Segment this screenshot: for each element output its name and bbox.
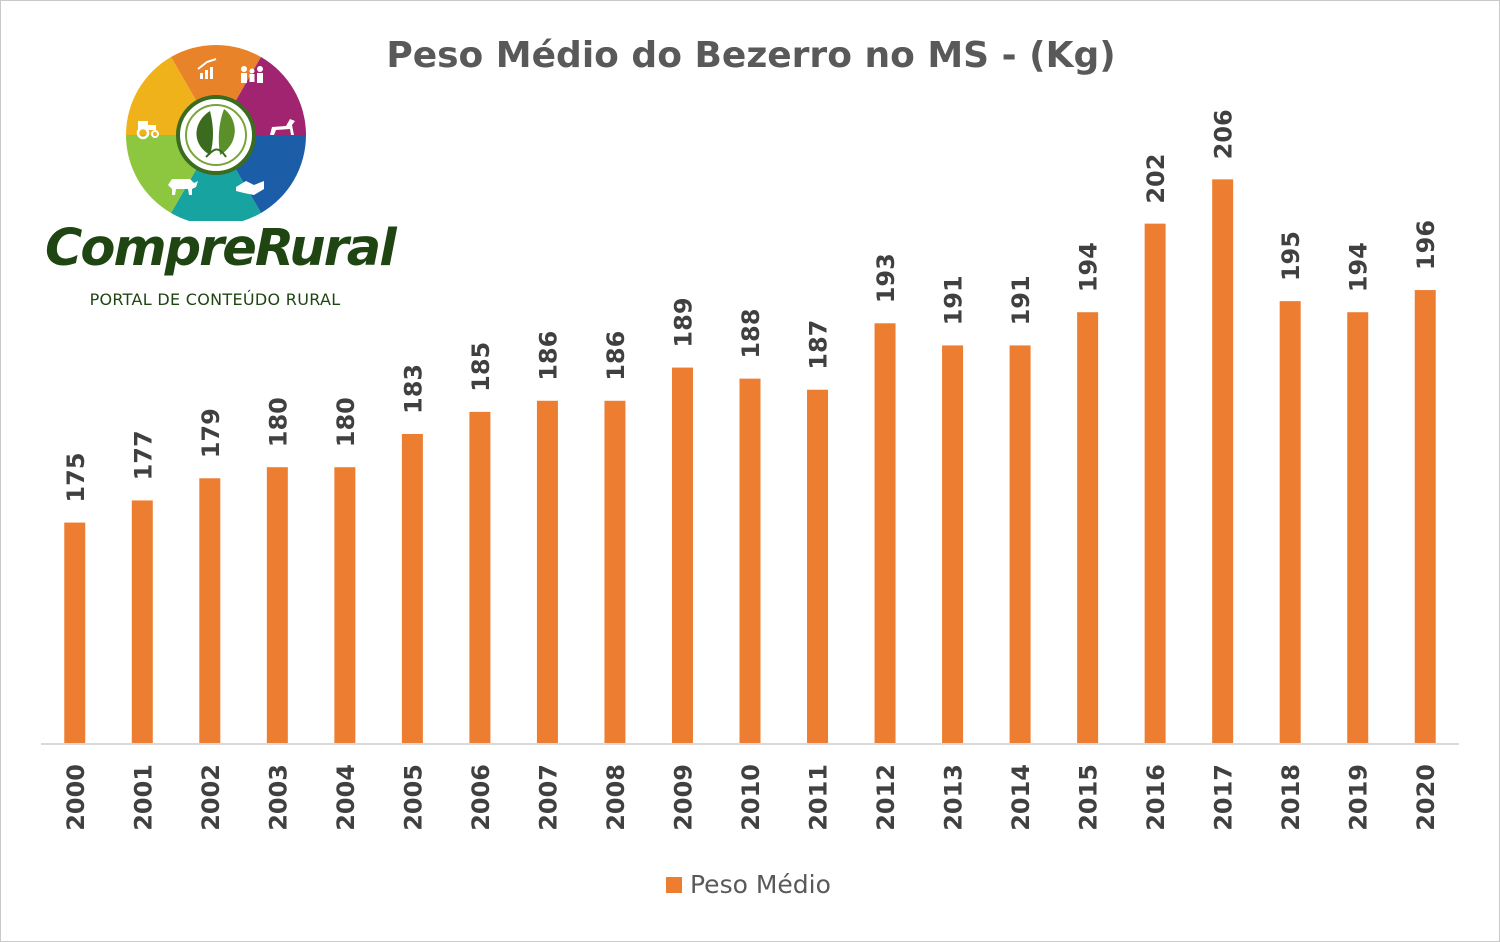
data-label-2014: 191 — [1007, 275, 1035, 325]
x-tick-label-2001: 2001 — [129, 764, 157, 831]
data-label-2016: 202 — [1142, 154, 1170, 204]
bar-2012 — [874, 323, 896, 744]
data-label-2011: 187 — [805, 320, 833, 370]
data-label-2008: 186 — [602, 331, 630, 381]
bar-2019 — [1347, 312, 1369, 744]
x-tick-label-2019: 2019 — [1345, 764, 1373, 831]
leaf-icon — [196, 109, 235, 158]
bar-2001 — [131, 500, 153, 744]
x-tick-label-2006: 2006 — [467, 764, 495, 831]
logo-wheel — [125, 44, 307, 226]
tractor-icon — [136, 121, 159, 140]
logo — [41, 41, 401, 321]
x-tick-label-2010: 2010 — [737, 764, 765, 831]
logo-segment-teal — [171, 135, 261, 226]
data-label-2000: 175 — [62, 452, 90, 502]
data-label-2017: 206 — [1210, 109, 1238, 159]
family-icon — [241, 66, 263, 83]
x-tick-label-2009: 2009 — [669, 764, 697, 831]
x-tick-label-2018: 2018 — [1277, 764, 1305, 831]
x-tick-label-2002: 2002 — [197, 764, 225, 831]
growth-chart-icon — [197, 58, 217, 79]
x-tick-label-2017: 2017 — [1210, 764, 1238, 831]
data-label-2002: 179 — [197, 408, 225, 458]
x-tick-label-2004: 2004 — [332, 764, 360, 831]
bar-2005 — [401, 434, 423, 744]
bar-2000 — [64, 522, 86, 744]
bar-2014 — [1009, 345, 1031, 744]
x-tick-label-2000: 2000 — [62, 764, 90, 831]
legend-swatch — [666, 876, 682, 893]
data-label-2012: 193 — [872, 253, 900, 303]
data-label-2001: 177 — [129, 430, 157, 480]
bar-2002 — [199, 478, 221, 744]
data-label-2007: 186 — [534, 331, 562, 381]
data-label-2019: 194 — [1345, 242, 1373, 292]
x-tick-label-2007: 2007 — [534, 764, 562, 831]
x-tick-label-2012: 2012 — [872, 764, 900, 831]
data-label-2005: 183 — [399, 364, 427, 414]
bar-2004 — [334, 467, 356, 744]
data-label-2010: 188 — [737, 309, 765, 359]
x-tick-label-2008: 2008 — [602, 764, 630, 831]
x-tick-label-2020: 2020 — [1412, 764, 1440, 831]
x-tick-label-2016: 2016 — [1142, 764, 1170, 831]
brand-name: CompreRural — [45, 219, 397, 278]
data-label-2004: 180 — [332, 397, 360, 447]
bar-2011 — [807, 389, 829, 744]
bar-2009 — [671, 367, 693, 744]
bar-2008 — [604, 400, 626, 744]
x-tick-label-2011: 2011 — [805, 764, 833, 831]
legend: Peso Médio — [666, 870, 831, 899]
data-label-2006: 185 — [467, 342, 495, 392]
brand-tagline: PORTAL DE CONTEÚDO RURAL — [89, 290, 341, 309]
x-tick-label-2003: 2003 — [264, 764, 292, 831]
data-label-2018: 195 — [1277, 231, 1305, 281]
chart-title: Peso Médio do Bezerro no MS - (Kg) — [386, 35, 1116, 76]
bar-2013 — [942, 345, 964, 744]
bar-2006 — [469, 411, 491, 744]
legend-label: Peso Médio — [690, 870, 831, 899]
data-label-2013: 191 — [940, 275, 968, 325]
data-label-2003: 180 — [264, 397, 292, 447]
logo-segment-orange — [171, 44, 261, 135]
x-tick-label-2015: 2015 — [1075, 764, 1103, 831]
bar-2017 — [1212, 179, 1234, 744]
bar-2015 — [1077, 312, 1099, 744]
x-tick-label-2013: 2013 — [940, 764, 968, 831]
handshake-icon — [236, 181, 264, 195]
cattle-icon — [168, 179, 198, 195]
x-tick-label-2005: 2005 — [399, 764, 427, 831]
x-tick-label-2014: 2014 — [1007, 764, 1035, 831]
data-label-2015: 194 — [1075, 242, 1103, 292]
bar-2007 — [536, 400, 558, 744]
data-label-2009: 189 — [669, 297, 697, 347]
data-label-2020: 196 — [1412, 220, 1440, 270]
horse-icon — [270, 119, 295, 135]
bar-2018 — [1279, 301, 1301, 744]
bar-2016 — [1144, 223, 1166, 745]
bar-2010 — [739, 378, 761, 744]
bar-2020 — [1414, 290, 1436, 744]
bar-2003 — [266, 467, 288, 744]
